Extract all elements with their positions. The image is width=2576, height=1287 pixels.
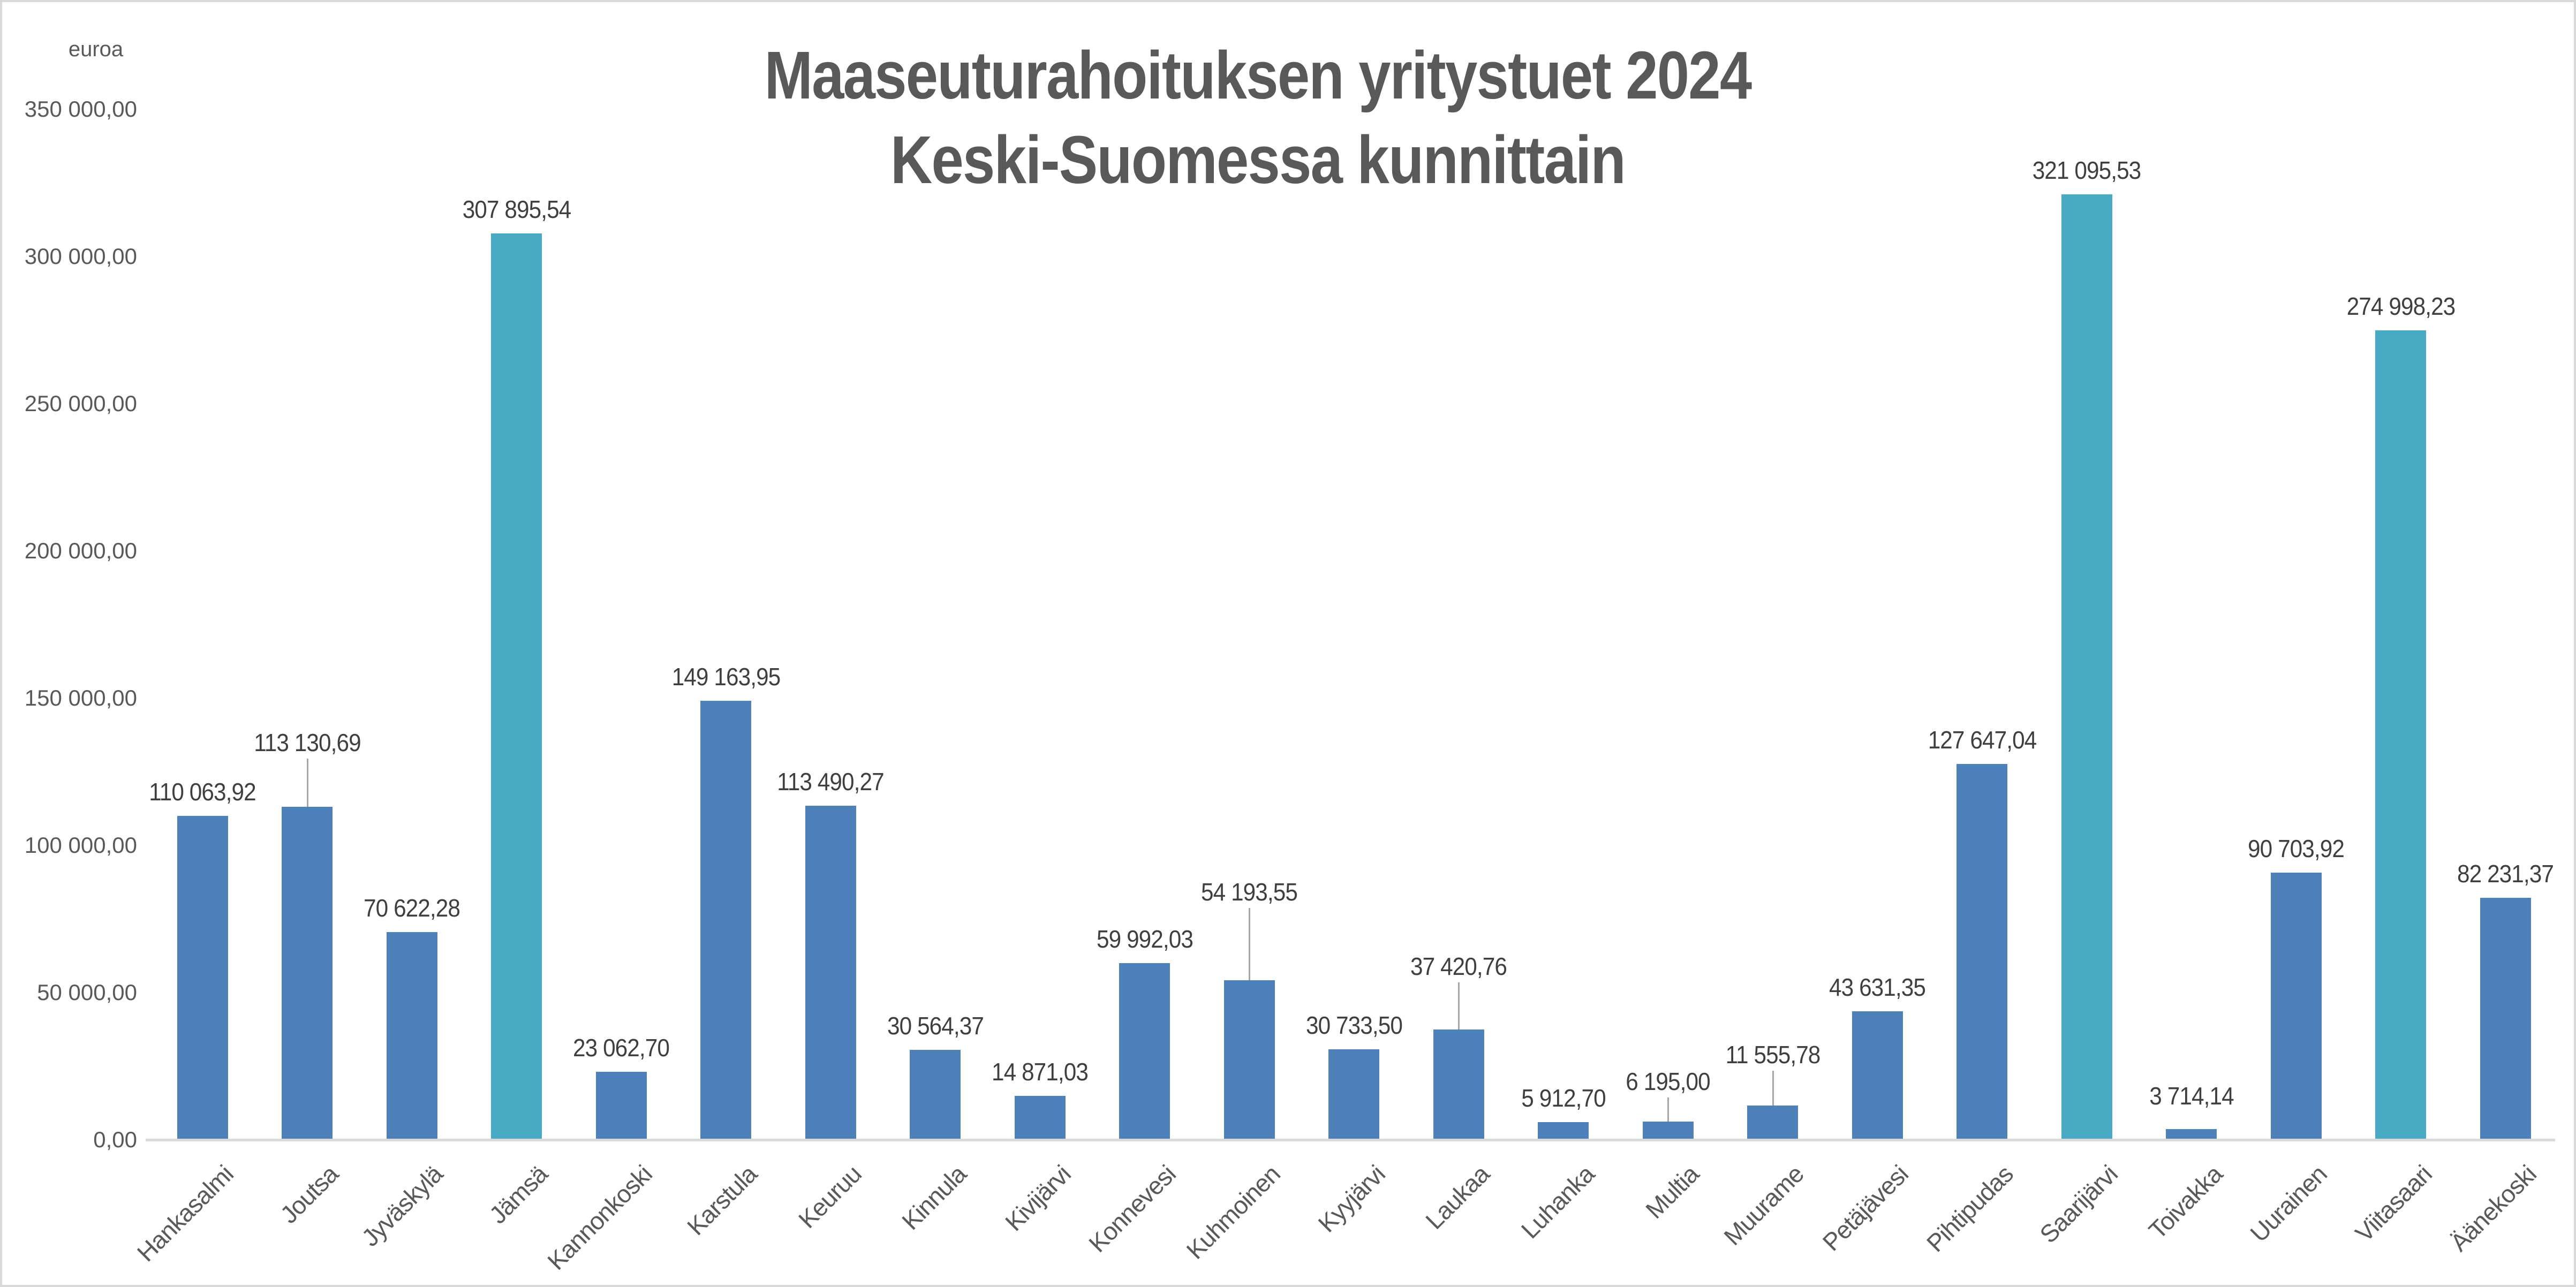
data-label-kannonkoski: 23 062,70 xyxy=(572,1034,670,1062)
xlabel-kinnula: Kinnula xyxy=(896,1160,971,1236)
bar-laukaa xyxy=(1433,1029,1484,1140)
bar-keuruu xyxy=(805,805,856,1140)
ytick-4: 200 000,00 xyxy=(24,538,137,563)
xlabel-karstula: Karstula xyxy=(681,1160,762,1241)
data-label-keuruu: 113 490,27 xyxy=(777,767,884,796)
x-axis-line xyxy=(146,1139,2555,1141)
data-label-karstula: 149 163,95 xyxy=(671,662,781,691)
bar-kinnula xyxy=(910,1049,961,1140)
xlabel-uurainen: Uurainen xyxy=(2245,1160,2332,1247)
xlabel-saarijarvi: Saarijärvi xyxy=(2034,1160,2123,1248)
bar-hankasalmi xyxy=(177,815,228,1140)
bar-joutsa xyxy=(282,806,333,1140)
bar-kyyjarvi xyxy=(1328,1049,1379,1140)
xlabel-aanekoski: Äänekoski xyxy=(2444,1160,2542,1257)
bar-aanekoski xyxy=(2480,897,2531,1140)
data-label-pihtipudas: 127 647,04 xyxy=(1928,725,2037,754)
bar-saarijarvi xyxy=(2061,194,2112,1140)
xlabel-luhanka: Luhanka xyxy=(1515,1160,1599,1244)
bar-muurame xyxy=(1747,1106,1798,1140)
bar-pihtipudas xyxy=(1956,763,2007,1140)
data-label-konnevesi: 59 992,03 xyxy=(1096,925,1193,953)
data-label-aanekoski: 82 231,37 xyxy=(2457,859,2554,888)
chart-title-line-1: Maaseuturahoituksen yritystuet 2024 xyxy=(764,37,1752,113)
xlabel-toivakka: Toivakka xyxy=(2143,1160,2227,1245)
chart-title: Maaseuturahoituksen yritystuet 2024 Kesk… xyxy=(337,33,2179,202)
xlabel-kuhmoinen: Kuhmoinen xyxy=(1181,1160,1286,1265)
data-label-kyyjarvi: 30 733,50 xyxy=(1305,1011,1402,1039)
data-label-jyvaskyla: 70 622,28 xyxy=(363,894,460,922)
ytick-6: 300 000,00 xyxy=(24,244,137,269)
xlabel-kyyjarvi: Kyyjärvi xyxy=(1312,1160,1390,1238)
xlabel-laukaa: Laukaa xyxy=(1420,1160,1495,1235)
ytick-5: 250 000,00 xyxy=(24,391,137,416)
data-label-petajavesi: 43 631,35 xyxy=(1829,973,1926,1002)
data-label-kuhmoinen: 54 193,55 xyxy=(1200,877,1298,906)
xlabel-multia: Multia xyxy=(1640,1160,1704,1224)
ytick-2: 100 000,00 xyxy=(24,832,137,858)
bar-toivakka xyxy=(2166,1129,2217,1140)
bar-uurainen xyxy=(2270,873,2322,1140)
xlabel-petajavesi: Petäjävesi xyxy=(1817,1160,1914,1256)
leader-line-joutsa xyxy=(306,758,308,807)
data-label-laukaa: 37 420,76 xyxy=(1410,952,1507,981)
chart-title-line-2: Keski-Suomessa kunnittain xyxy=(890,122,1626,198)
leader-line-kuhmoinen xyxy=(1249,907,1250,980)
bar-konnevesi xyxy=(1119,963,1170,1140)
ytick-7: 350 000,00 xyxy=(24,96,137,122)
bar-multia xyxy=(1642,1121,1694,1140)
bar-petajavesi xyxy=(1852,1011,1903,1140)
bar-luhanka xyxy=(1538,1122,1589,1140)
data-label-kinnula: 30 564,37 xyxy=(887,1011,984,1040)
leader-line-multia xyxy=(1667,1097,1669,1122)
xlabel-kivijarvi: Kivijärvi xyxy=(1000,1160,1076,1237)
data-label-muurame: 11 555,78 xyxy=(1725,1041,1820,1069)
ytick-3: 150 000,00 xyxy=(24,685,137,710)
data-label-jamsa: 307 895,54 xyxy=(462,195,571,223)
bar-jyvaskyla xyxy=(386,932,437,1140)
leader-line-laukaa xyxy=(1458,982,1460,1030)
xlabel-jamsa: Jämsä xyxy=(483,1160,553,1229)
data-label-luhanka: 5 912,70 xyxy=(1521,1084,1606,1112)
data-label-joutsa: 113 130,69 xyxy=(253,728,361,756)
xlabel-jyvaskyla: Jyväskylä xyxy=(356,1160,448,1252)
bar-kivijarvi xyxy=(1014,1096,1066,1140)
bar-karstula xyxy=(700,700,751,1140)
bar-jamsa xyxy=(491,233,542,1140)
data-label-hankasalmi: 110 063,92 xyxy=(149,777,256,806)
ytick-1: 50 000,00 xyxy=(37,980,137,1005)
xlabel-joutsa: Joutsa xyxy=(274,1160,343,1229)
xlabel-muurame: Muurame xyxy=(1718,1160,1809,1251)
xlabel-hankasalmi: Hankasalmi xyxy=(131,1160,239,1267)
data-label-viitasaari: 274 998,23 xyxy=(2346,292,2456,320)
bar-kannonkoski xyxy=(595,1072,647,1140)
ytick-0: 0,00 xyxy=(93,1127,137,1152)
xlabel-konnevesi: Konnevesi xyxy=(1083,1160,1181,1258)
data-label-uurainen: 90 703,92 xyxy=(2247,835,2345,863)
data-label-multia: 6 195,00 xyxy=(1626,1067,1710,1095)
data-label-kivijarvi: 14 871,03 xyxy=(991,1058,1089,1086)
xlabel-viitasaari: Viitasaari xyxy=(2350,1160,2437,1247)
xlabel-keuruu: Keuruu xyxy=(793,1160,867,1234)
y-axis-title: euroa xyxy=(68,37,124,61)
bar-kuhmoinen xyxy=(1223,980,1275,1140)
xlabel-kannonkoski: Kannonkoski xyxy=(542,1160,658,1275)
xlabel-pihtipudas: Pihtipudas xyxy=(1921,1160,2018,1258)
data-label-toivakka: 3 714,14 xyxy=(2149,1081,2234,1110)
data-label-saarijarvi: 321 095,53 xyxy=(2032,156,2142,184)
leader-line-muurame xyxy=(1772,1071,1774,1106)
bar-viitasaari xyxy=(2375,330,2426,1140)
